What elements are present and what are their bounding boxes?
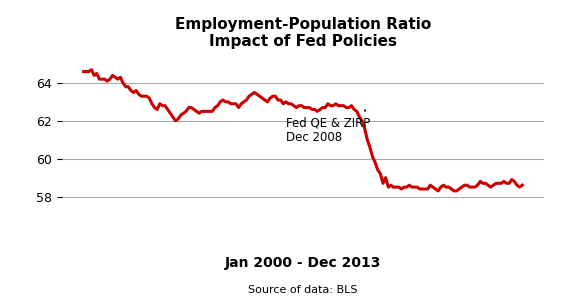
Title: Employment-Population Ratio
Impact of Fed Policies: Employment-Population Ratio Impact of Fe… — [175, 17, 431, 49]
Text: Source of data: BLS: Source of data: BLS — [248, 285, 358, 295]
Text: Fed QE & ZIRP
Dec 2008: Fed QE & ZIRP Dec 2008 — [286, 110, 370, 144]
Text: Jan 2000 - Dec 2013: Jan 2000 - Dec 2013 — [225, 256, 381, 270]
